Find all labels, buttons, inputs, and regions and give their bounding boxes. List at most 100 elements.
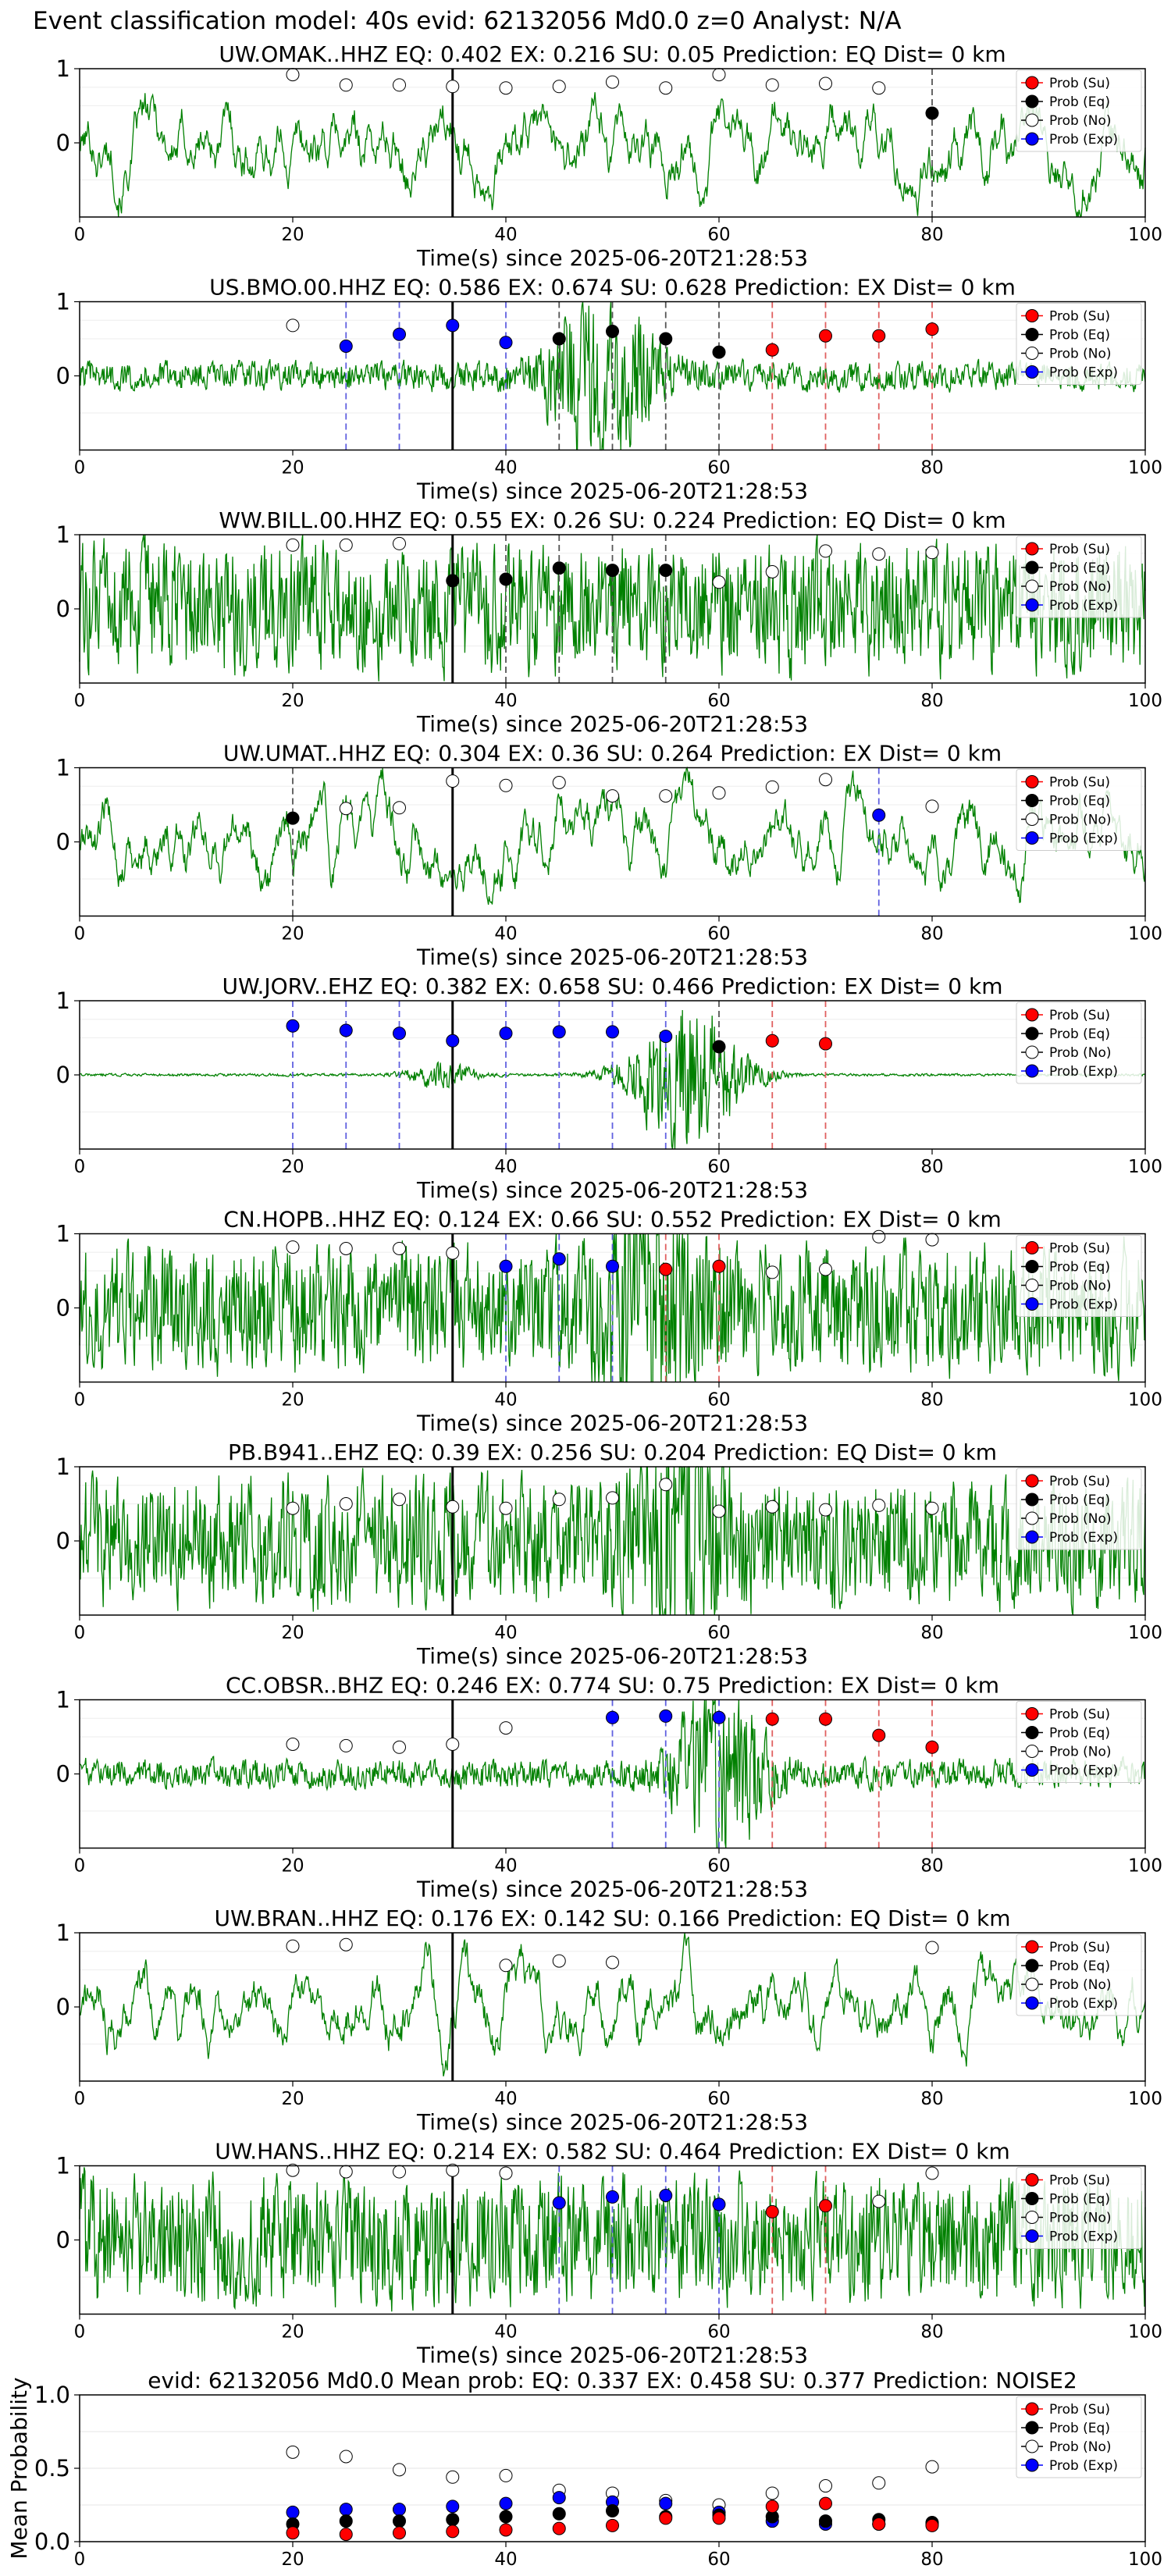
prob-point-su <box>765 1712 779 1726</box>
legend-label: Prob (Su) <box>1049 309 1110 325</box>
x-tick-label: 0 <box>74 458 86 479</box>
legend-marker-exp <box>1025 1763 1039 1777</box>
prob-point-eq <box>446 574 460 588</box>
prob-point-eq <box>659 332 673 346</box>
mean-point-su <box>872 2517 886 2531</box>
prob-point-no <box>339 1738 353 1752</box>
plot-area <box>80 69 1145 217</box>
prob-point-no <box>499 1501 513 1515</box>
prob-point-exp <box>712 2197 726 2211</box>
legend-marker-no <box>1025 1977 1039 1991</box>
legend-label: Prob (Exp) <box>1049 365 1118 381</box>
legend-marker-eq <box>1025 794 1039 807</box>
x-tick-label: 80 <box>920 924 943 945</box>
x-tick-label: 40 <box>494 458 517 479</box>
prob-point-no <box>393 1740 406 1754</box>
y-tick-label: 0 <box>56 1761 70 1788</box>
x-tick-label: 0 <box>74 924 86 945</box>
mean-point-su <box>925 2518 939 2532</box>
mean-point-eq <box>446 2513 460 2527</box>
prob-point-no <box>925 2166 939 2180</box>
prob-point-no <box>659 1478 673 1492</box>
y-tick-label: 0 <box>56 2227 70 2254</box>
legend-box <box>1016 1002 1142 1084</box>
x-tick-label: 60 <box>707 2549 730 2570</box>
mean-point-no <box>872 2476 886 2490</box>
legend-label: Prob (No) <box>1049 347 1112 362</box>
mean-point-no <box>339 2450 353 2464</box>
legend-marker-su <box>1025 542 1039 556</box>
prob-point-su <box>659 1262 673 1276</box>
prob-point-no <box>872 1498 886 1512</box>
panel-title: CN.HOPB..HHZ EQ: 0.124 EX: 0.66 SU: 0.55… <box>223 1207 1002 1233</box>
legend-marker-eq <box>1025 1026 1039 1041</box>
legend-marker-no <box>1025 1045 1039 1059</box>
prob-point-no <box>339 1242 353 1255</box>
panel-title: WW.BILL.00.HHZ EQ: 0.55 EX: 0.26 SU: 0.2… <box>219 507 1005 533</box>
panel-title: PB.B941..EHZ EQ: 0.39 EX: 0.256 SU: 0.20… <box>228 1439 997 1465</box>
station-panel-pb-b941-ehz: PB.B941..EHZ EQ: 0.39 EX: 0.256 SU: 0.20… <box>56 1439 1162 1669</box>
legend-marker-no <box>1025 2439 1039 2453</box>
y-tick-label: 1 <box>56 55 70 82</box>
x-tick-label: 80 <box>920 1390 943 1411</box>
prob-point-exp <box>393 1026 406 1041</box>
legend-label: Prob (Su) <box>1049 542 1110 557</box>
x-tick-label: 60 <box>707 924 730 945</box>
prob-point-no <box>659 81 673 95</box>
y-tick-label: 0.5 <box>34 2455 70 2482</box>
prob-point-su <box>819 329 832 343</box>
x-tick-label: 80 <box>920 2549 943 2570</box>
prob-point-exp <box>446 318 460 333</box>
legend-marker-no <box>1025 347 1039 360</box>
legend-marker-eq <box>1025 94 1039 109</box>
legend-label: Prob (Eq) <box>1049 94 1110 110</box>
prob-point-no <box>339 1937 353 1952</box>
legend-label: Prob (No) <box>1049 2439 1112 2455</box>
legend-marker-su <box>1025 1474 1039 1488</box>
legend-marker-no <box>1025 113 1039 127</box>
panel-title: UW.OMAK..HHZ EQ: 0.402 EX: 0.216 SU: 0.0… <box>219 41 1005 67</box>
legend-label: Prob (Eq) <box>1049 794 1110 809</box>
x-tick-label: 0 <box>74 1390 86 1411</box>
legend-marker-exp <box>1025 1297 1039 1311</box>
legend-marker-su <box>1025 1940 1039 1954</box>
legend-label: Prob (No) <box>1049 1279 1112 1294</box>
panel-title: UW.JORV..EHZ EQ: 0.382 EX: 0.658 SU: 0.4… <box>222 973 1003 999</box>
legend-marker-eq <box>1025 560 1039 575</box>
x-tick-label: 20 <box>281 2089 304 2109</box>
legend-marker-su <box>1025 1707 1039 1720</box>
prob-point-su <box>765 1034 779 1048</box>
legend-label: Prob (No) <box>1049 2211 1112 2226</box>
legend-label: Prob (Eq) <box>1049 1959 1110 1974</box>
prob-point-no <box>712 68 726 82</box>
legend-box <box>1016 303 1142 385</box>
x-tick-label: 0 <box>74 1157 86 1177</box>
prob-point-no <box>765 1265 779 1279</box>
prob-point-exp <box>499 1259 513 1273</box>
x-axis-label: Time(s) since 2025-06-20T21:28:53 <box>416 1177 808 1203</box>
station-panel-ww-bill-00-hhz: WW.BILL.00.HHZ EQ: 0.55 EX: 0.26 SU: 0.2… <box>56 507 1162 737</box>
y-tick-label: 1 <box>56 1687 70 1713</box>
x-tick-label: 100 <box>1128 1390 1162 1411</box>
x-tick-label: 40 <box>494 225 517 245</box>
prob-point-no <box>339 2165 353 2179</box>
waveform-trace <box>79 1932 1146 2076</box>
x-tick-label: 60 <box>707 1390 730 1411</box>
y-tick-label: 0 <box>56 1528 70 1554</box>
prob-point-no <box>872 1229 886 1244</box>
prob-point-no <box>499 1959 513 1973</box>
prob-point-no <box>925 1233 939 1247</box>
prob-point-exp <box>446 1034 460 1048</box>
legend-label: Prob (Exp) <box>1049 1763 1118 1779</box>
prob-point-exp <box>606 1710 619 1724</box>
legend-label: Prob (Exp) <box>1049 2229 1118 2245</box>
legend-label: Prob (Exp) <box>1049 598 1118 614</box>
x-tick-label: 60 <box>707 2322 730 2343</box>
prob-point-no <box>286 2163 300 2177</box>
prob-point-no <box>393 801 406 815</box>
legend-marker-su <box>1025 2402 1039 2416</box>
prob-point-no <box>765 780 779 794</box>
legend-marker-eq <box>1025 1959 1039 1973</box>
mean-point-su <box>712 2511 726 2525</box>
prob-point-no <box>446 1738 460 1751</box>
